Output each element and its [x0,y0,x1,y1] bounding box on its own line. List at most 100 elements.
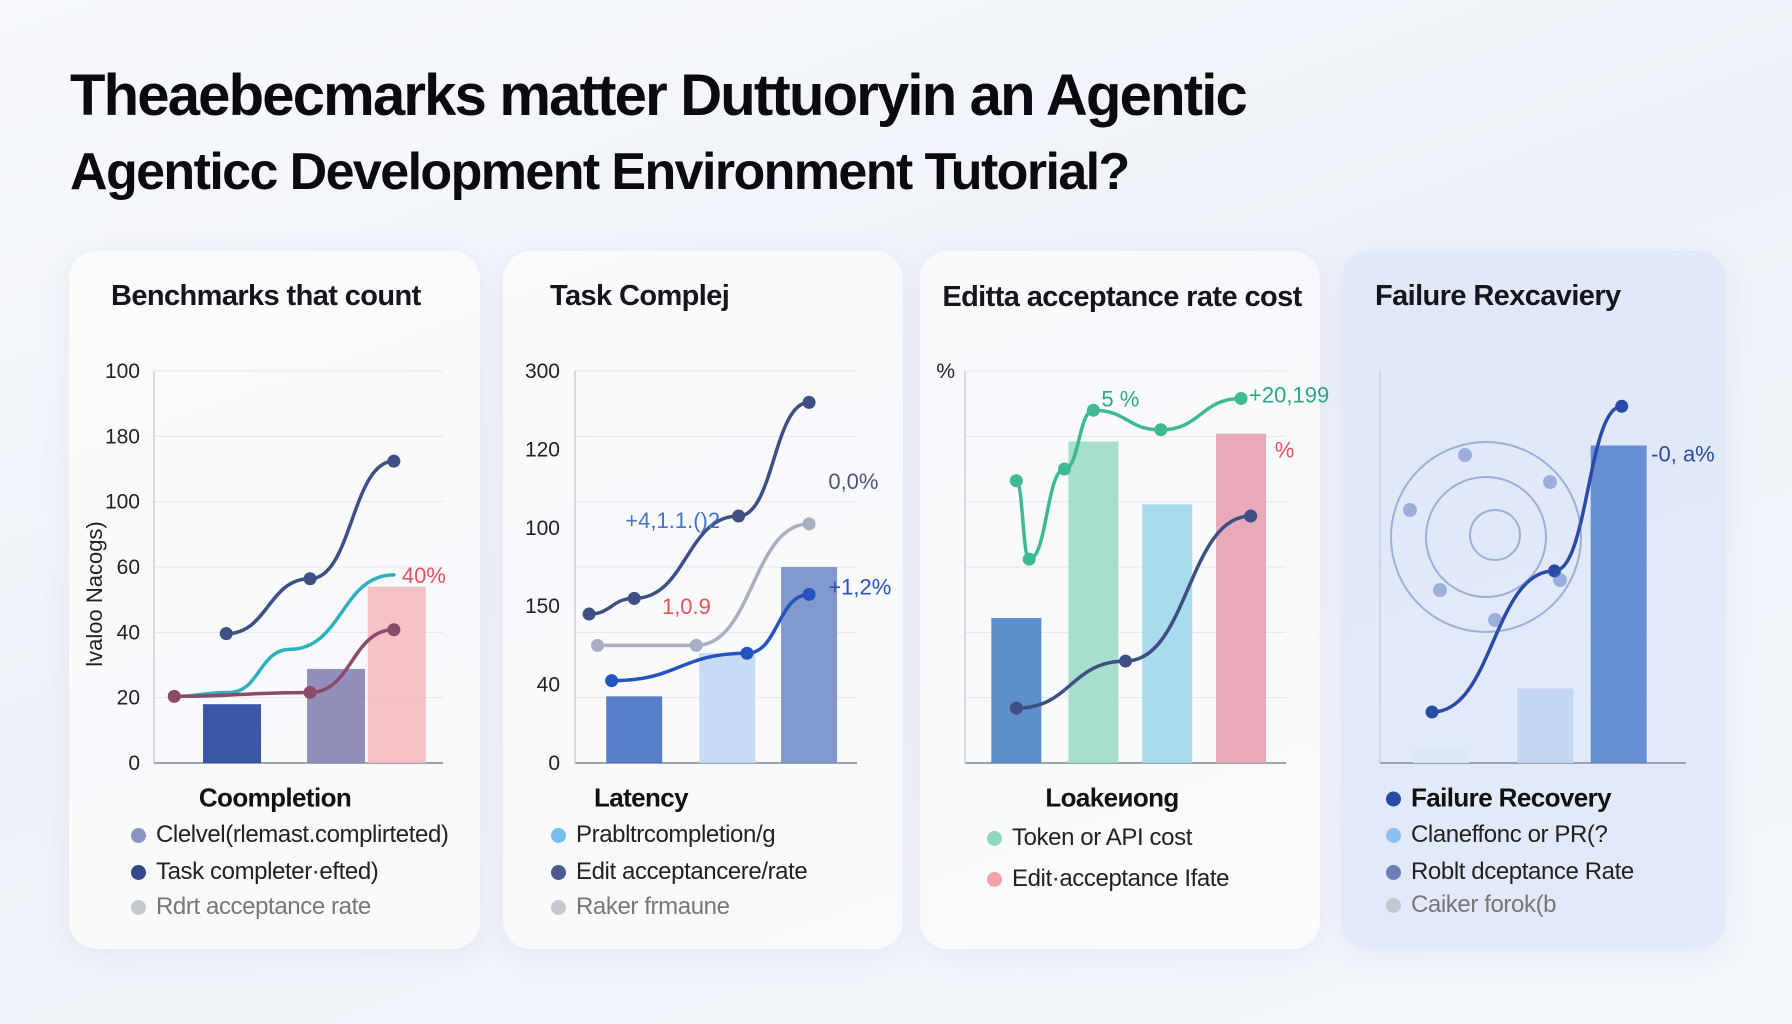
legend-item: Task completer·efted) [131,858,379,886]
legend-title-text: Failure Recovery [1411,782,1612,813]
legend-label: Edit acceptancere/rate [576,858,808,885]
network-ring [1425,476,1547,598]
legend-dot [1386,864,1401,880]
data-point [1058,462,1072,476]
data-point [1119,654,1132,668]
legend-label: Token or API cost [1012,824,1192,851]
y-tick-label: 100 [105,360,140,383]
data-point [740,646,754,660]
legend-dot [1386,897,1401,913]
data-label: +1,2% [828,575,891,600]
y-tick-label: 180 [105,425,140,448]
bar [699,653,756,763]
data-point [1615,399,1629,413]
legend-item: Token or API cost [987,824,1192,852]
legend-item: Prabltrcompletion/g [551,821,776,849]
y-tick-label: 40 [117,621,140,644]
legend-title-text: Latency [593,782,689,813]
legend-label: Prabltrcompletion/g [576,821,776,848]
y-tick-label: % [936,360,955,383]
y-tick-label: 20 [117,687,140,710]
legend-label: Edit·acceptance Ifate [1012,865,1230,892]
legend-title-text: Coompletion [198,782,352,813]
data-point [802,395,816,409]
network-node [1458,448,1472,462]
y-tick-label: 60 [117,556,140,579]
data-point [802,587,816,601]
series-line [587,400,811,616]
data-point [387,454,401,468]
data-point [1086,403,1100,417]
data-label: 1,0.9 [662,594,711,619]
bar [1413,747,1470,763]
data-label: +20,199 [1249,383,1329,408]
data-point [1547,564,1561,578]
legend-item: Edit acceptancere/rate [551,858,808,886]
data-point [1244,509,1258,523]
data-point [582,607,596,621]
legend-dot [131,864,146,880]
legend-title: Loakeиong [1045,783,1179,814]
data-label: 5 % [1101,386,1139,411]
legend-item: Caiker forok(b [1386,891,1557,919]
legend-title: Failure Recovery [1386,782,1612,814]
series-line [1014,396,1243,561]
legend-item: Edit·acceptance Ifate [987,865,1229,893]
network-node [1433,583,1447,597]
legend-dot [987,871,1002,887]
data-point [167,689,181,703]
legend-item: Rdrt acceptance rate [131,893,371,921]
data-label: -0, a% [1651,441,1715,466]
data-point [1234,391,1248,405]
data-point [387,623,401,637]
data-label: 40% [402,563,446,588]
bar [606,696,663,763]
bar [203,704,262,763]
data-point [219,627,233,641]
page-title-line-2: Agenticc Development Environment Tutoria… [70,143,1130,201]
data-point [1022,552,1036,566]
y-tick-label: 0 [548,752,560,775]
legend-dot [987,830,1002,846]
network-node [1543,475,1557,489]
data-point [1009,701,1023,715]
y-tick-label: 100 [525,517,560,540]
chart-2: 0 40 150 100 120 300 0,0% +1,2% +4,1.1.()2 1,0.9 [525,360,891,775]
legend-item: Claneffonc or PR(? [1386,821,1608,849]
y-tick-label: 150 [525,595,560,618]
legend-label: Caiker forok(b [1411,891,1557,918]
network-node [1403,503,1417,517]
data-label: +4,1.1.()2 [625,508,720,533]
legend-dot [551,864,566,880]
network-ring [1390,441,1582,633]
data-point [689,638,703,652]
network-ring [1469,509,1521,561]
series-line [1014,514,1253,710]
chart-1: 0 20 40 60 100 180 100 40% [105,360,446,775]
y-tick-label: 120 [525,438,560,461]
chart-4: -0, a% [1379,370,1715,764]
legend-dot [551,899,566,915]
data-point [591,638,605,652]
legend-title: Latency [593,782,689,814]
data-point [605,674,619,688]
series-line [172,573,396,699]
page-title-line-1: Theaebecmarks matter Duttuoryin an Agent… [70,63,1248,128]
data-point [1425,705,1439,719]
bar [367,586,426,763]
legend-dot [1386,827,1401,843]
bar [991,617,1042,763]
legend-dot [131,827,146,843]
bar [1590,445,1647,763]
legend-label: Claneffonc or PR(? [1411,821,1608,848]
legend-item: Clelvel(rlemast.complirteted) [131,821,449,849]
legend-label: Clelvel(rlemast.complirteted) [156,821,449,848]
y-tick-label: 0 [128,752,140,775]
series-line [595,522,811,648]
bar [1068,441,1119,763]
legend-label: Rdrt acceptance rate [156,893,371,920]
legend-label: Raker frmaune [576,893,730,920]
legend-label: Task completer·efted) [156,858,379,885]
bar [307,668,366,763]
